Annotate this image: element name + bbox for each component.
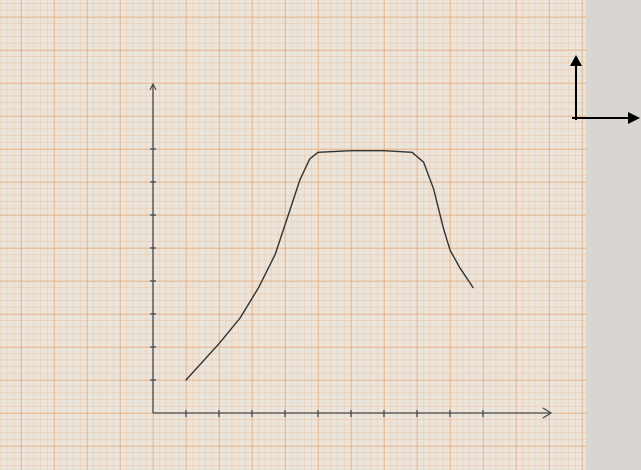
up-arrow-head <box>570 55 582 66</box>
axes <box>149 82 553 419</box>
y-axis-arrow <box>149 82 157 91</box>
x-axis-arrow <box>542 407 553 419</box>
major-grid <box>0 0 586 470</box>
data-line <box>185 149 474 381</box>
right-arrow-head <box>628 112 640 124</box>
